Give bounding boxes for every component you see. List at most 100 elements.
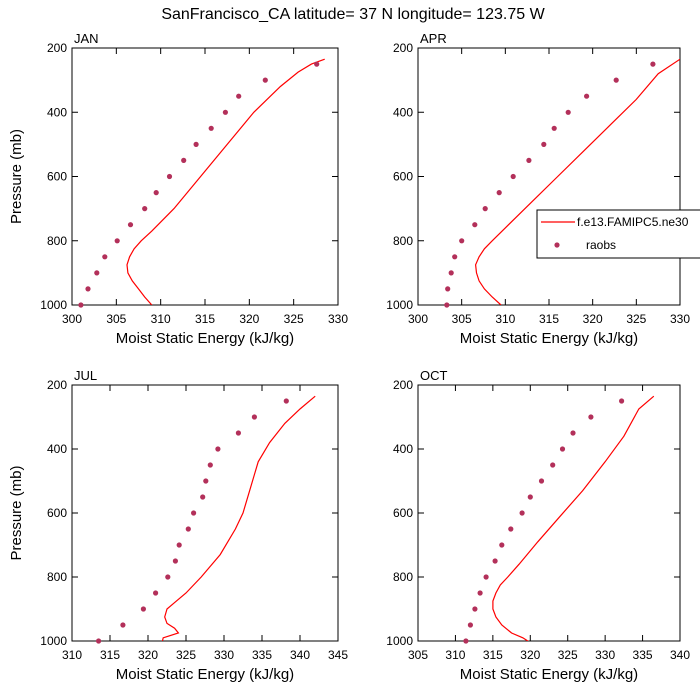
obs-point (650, 61, 656, 67)
obs-point (153, 190, 159, 196)
obs-point (550, 462, 556, 468)
obs-point (236, 93, 242, 99)
panel-label: APR (420, 31, 447, 46)
x-tick-label: 310 (445, 648, 465, 662)
obs-point (584, 93, 590, 99)
panel-label: JAN (74, 31, 99, 46)
obs-point (251, 414, 257, 420)
obs-point (541, 141, 547, 147)
y-tick-label: 1000 (386, 298, 413, 312)
legend-obs-marker (554, 242, 560, 248)
model-line (474, 58, 680, 305)
obs-point (314, 61, 320, 67)
obs-point (166, 173, 173, 180)
y-tick-label: 400 (47, 442, 67, 456)
model-line (492, 395, 655, 641)
x-tick-label: 330 (595, 648, 615, 662)
x-tick-label: 310 (151, 312, 171, 326)
obs-point (114, 238, 120, 244)
y-tick-label: 800 (393, 570, 413, 584)
obs-point (459, 238, 465, 244)
obs-point (140, 606, 146, 612)
obs-point (538, 478, 545, 484)
x-tick-label: 335 (633, 648, 653, 662)
y-tick-label: 800 (393, 234, 413, 248)
obs-point (472, 222, 478, 228)
y-axis-title: Pressure (mb) (8, 465, 25, 560)
obs-point (508, 526, 514, 532)
obs-point (208, 125, 214, 131)
y-tick-label: 800 (47, 570, 67, 584)
x-tick-label: 325 (284, 312, 304, 326)
obs-point (444, 302, 450, 308)
x-tick-label: 310 (495, 312, 515, 326)
x-tick-label: 325 (176, 648, 196, 662)
plot-frame (71, 384, 339, 642)
obs-point (235, 430, 241, 436)
y-tick-label: 800 (47, 234, 67, 248)
obs-point (492, 558, 498, 564)
obs-point (176, 542, 182, 548)
obs-point (510, 173, 516, 180)
model-line (161, 395, 316, 641)
x-tick-label: 320 (138, 648, 158, 662)
obs-point (94, 270, 100, 276)
obs-point (445, 286, 451, 292)
panels: 300 305 310 315 320 325 330 200 400 600 800 1000 JAN… (8, 31, 690, 683)
obs-point (120, 622, 126, 628)
obs-point (527, 494, 533, 500)
obs-point (472, 606, 478, 612)
obs-point (551, 125, 557, 131)
x-axis-title: Moist Static Energy (kJ/kg) (460, 666, 638, 683)
x-tick-label: 330 (670, 312, 690, 326)
y-tick-label: 200 (393, 378, 413, 392)
x-tick-label: 320 (239, 312, 259, 326)
x-tick-label: 315 (100, 648, 120, 662)
obs-point (496, 190, 502, 196)
obs-point (142, 206, 148, 212)
y-tick-label: 200 (47, 378, 67, 392)
x-tick-label: 345 (328, 648, 348, 662)
y-tick-label: 600 (393, 170, 413, 184)
obs-point (207, 462, 213, 468)
x-axis-title: Moist Static Energy (kJ/kg) (460, 330, 638, 347)
obs-point (191, 510, 197, 516)
x-tick-label: 315 (539, 312, 559, 326)
obs-point (78, 302, 84, 308)
obs-point (463, 638, 469, 644)
plot-frame (417, 47, 681, 306)
obs-point (222, 109, 228, 115)
panel-label: OCT (420, 368, 448, 383)
x-tick-label: 330 (328, 312, 348, 326)
y-tick-label: 400 (47, 105, 67, 119)
legend-model-label: f.e13.FAMIPC5.ne30 (577, 215, 689, 229)
x-axis-title: Moist Static Energy (kJ/kg) (116, 330, 294, 347)
obs-point (588, 414, 594, 420)
obs-point (85, 286, 91, 292)
obs-point (570, 430, 576, 436)
obs-point (185, 526, 191, 532)
y-axis-title: Pressure (mb) (8, 129, 25, 224)
y-tick-label: 200 (393, 41, 413, 55)
plot-frame (71, 47, 339, 306)
plot-frame (417, 384, 681, 642)
obs-point (262, 77, 268, 83)
x-tick-label: 340 (290, 648, 310, 662)
x-axis-title: Moist Static Energy (kJ/kg) (116, 666, 294, 683)
obs-point (153, 590, 159, 596)
y-tick-label: 1000 (40, 634, 67, 648)
obs-point (127, 222, 134, 228)
figure-title: SanFrancisco_CA latitude= 37 N longitude… (161, 6, 545, 23)
x-tick-label: 310 (62, 648, 82, 662)
obs-point (96, 638, 102, 644)
y-tick-label: 600 (47, 506, 67, 520)
obs-point (519, 510, 525, 516)
obs-point (467, 622, 473, 628)
obs-point (200, 494, 206, 500)
x-tick-label: 305 (408, 648, 428, 662)
panel-jan: 300 305 310 315 320 325 330 200 400 600 800 1000 JAN… (8, 31, 348, 347)
obs-point (565, 109, 571, 115)
obs-point (526, 157, 532, 163)
panel-label: JUL (74, 368, 97, 383)
